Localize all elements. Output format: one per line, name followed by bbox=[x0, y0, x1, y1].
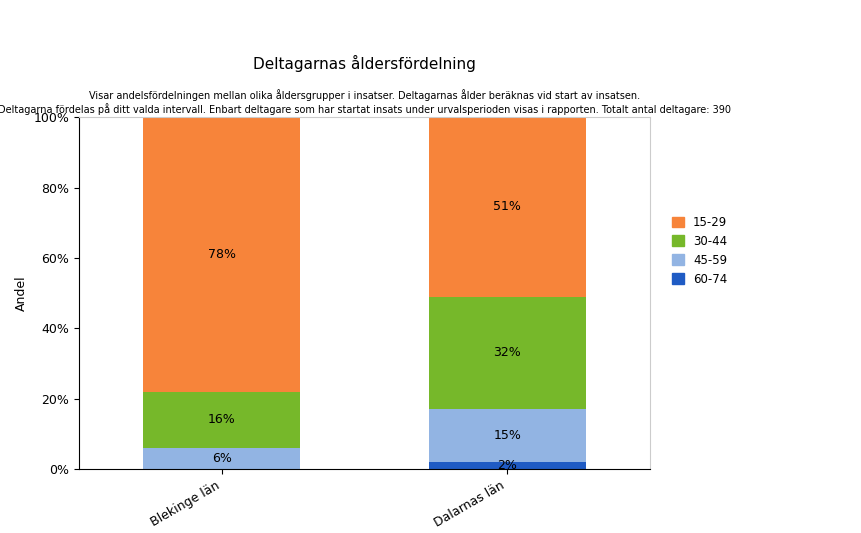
Bar bbox=[144, 117, 300, 392]
Text: 16%: 16% bbox=[208, 413, 236, 426]
Title: Deltagarnas åldersfördelning: Deltagarnas åldersfördelning bbox=[253, 55, 476, 71]
Text: 6%: 6% bbox=[212, 452, 232, 465]
Legend: 15-29, 30-44, 45-59, 60-74: 15-29, 30-44, 45-59, 60-74 bbox=[667, 211, 732, 290]
Bar bbox=[429, 297, 585, 409]
Bar bbox=[429, 117, 585, 297]
Text: 78%: 78% bbox=[208, 248, 236, 261]
Text: 15%: 15% bbox=[493, 429, 521, 442]
Bar bbox=[144, 392, 300, 448]
Text: 32%: 32% bbox=[493, 346, 521, 359]
Y-axis label: Andel: Andel bbox=[15, 276, 28, 311]
Text: 2%: 2% bbox=[498, 459, 517, 472]
Text: Visar andelsfördelningen mellan olika åldersgrupper i insatser. Deltagarnas ålde: Visar andelsfördelningen mellan olika ål… bbox=[0, 89, 731, 115]
Bar bbox=[144, 448, 300, 469]
Text: 51%: 51% bbox=[493, 200, 521, 213]
Bar bbox=[429, 462, 585, 469]
Bar bbox=[429, 409, 585, 462]
